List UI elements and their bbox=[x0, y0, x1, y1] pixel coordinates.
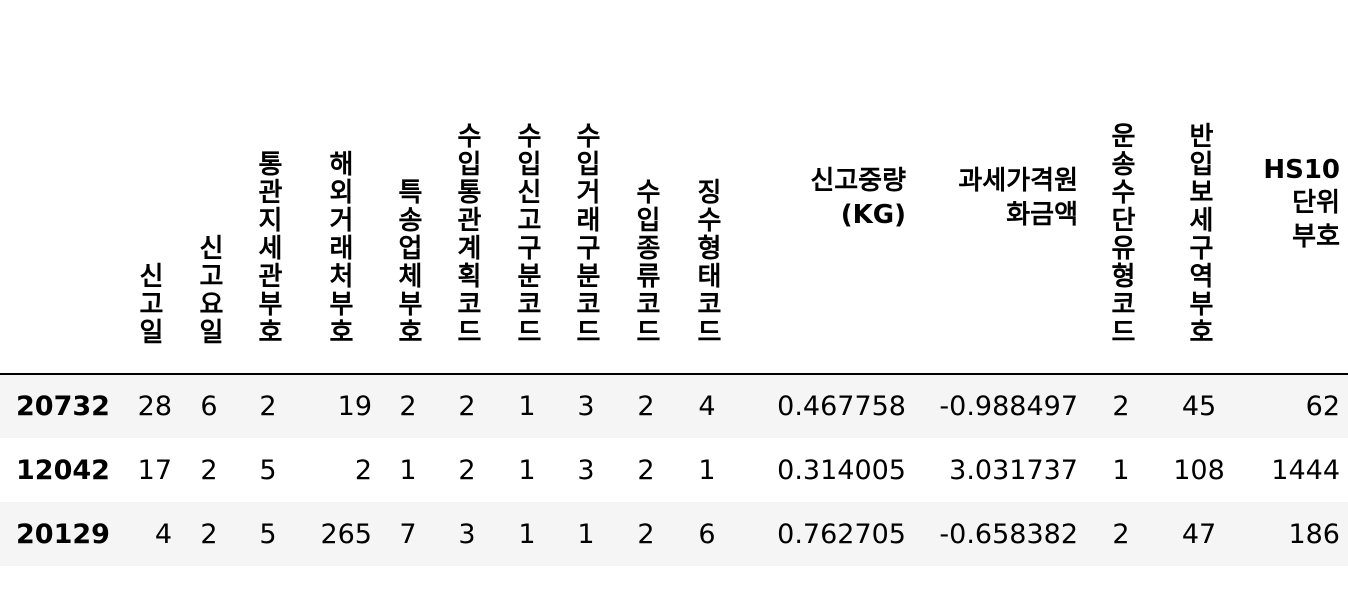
table-cell: 28 bbox=[137, 391, 172, 422]
dataframe-table: 신고일 신고요일 통관지세관부호 해외거래처부호 특송업체부호 수입통관계획코드 bbox=[0, 0, 1348, 566]
table-cell: 5 bbox=[259, 454, 277, 486]
column-header-신고일: 신고일 bbox=[118, 0, 180, 375]
table-cell: 1 bbox=[1112, 454, 1130, 486]
table-cell: 0.314005 bbox=[777, 454, 906, 486]
column-header-수입신고구분코드: 수입신고구분코드 bbox=[498, 0, 556, 375]
table-cell: 1 bbox=[399, 454, 417, 486]
row-index: 20732 bbox=[16, 391, 110, 422]
table-cell: 2 bbox=[637, 391, 655, 422]
column-header-신고요일: 신고요일 bbox=[180, 0, 238, 375]
header-row: 신고일 신고요일 통관지세관부호 해외거래처부호 특송업체부호 수입통관계획코드 bbox=[0, 0, 1348, 375]
table-cell: 62 bbox=[1305, 391, 1340, 422]
table-cell: 47 bbox=[1181, 518, 1217, 550]
column-header-과세가격원화금액: 과세가격원 화금액 bbox=[914, 0, 1086, 375]
column-header-수입종류코드: 수입종류코드 bbox=[616, 0, 676, 375]
column-header-통관지세관부호: 통관지세관부호 bbox=[238, 0, 298, 375]
column-header-특송업체부호: 특송업체부호 bbox=[380, 0, 436, 375]
table-cell: 7 bbox=[399, 518, 417, 550]
table-cell: 1444 bbox=[1271, 454, 1340, 486]
table-cell: 4 bbox=[698, 391, 716, 422]
column-header-징수형태코드: 징수형태코드 bbox=[676, 0, 738, 375]
column-header-해외거래처부호: 해외거래처부호 bbox=[298, 0, 380, 375]
table-cell: 2 bbox=[458, 454, 476, 486]
table-cell: 1 bbox=[698, 454, 716, 486]
table-cell: 3 bbox=[577, 454, 595, 486]
table-cell: 2 bbox=[200, 454, 218, 486]
table-cell: 5 bbox=[259, 518, 277, 550]
table-cell: -0.988497 bbox=[939, 391, 1078, 422]
index-header bbox=[0, 0, 118, 375]
table-row: 20129 4 2 5 265 7 3 1 1 2 6 0.762705 -0.… bbox=[0, 502, 1348, 566]
column-header-운송수단유형코드: 운송수단유형코드 bbox=[1086, 0, 1156, 375]
table-cell: 2 bbox=[259, 391, 277, 422]
column-header-반입보세구역부호: 반입보세구역부호 bbox=[1156, 0, 1242, 375]
table-cell: -0.658382 bbox=[939, 518, 1078, 550]
table-cell: 3 bbox=[577, 391, 595, 422]
table-cell: 6 bbox=[698, 518, 716, 550]
column-header-hs10단위부호: HS10 단위 부호 bbox=[1242, 0, 1348, 375]
table-cell: 2 bbox=[637, 518, 655, 550]
table-cell: 2 bbox=[458, 391, 476, 422]
table-cell: 2 bbox=[637, 454, 655, 486]
table-cell: 6 bbox=[200, 391, 218, 422]
table-cell: 17 bbox=[137, 454, 172, 486]
table-cell: 2 bbox=[1112, 518, 1130, 550]
table-row: 12042 17 2 5 2 1 2 1 3 2 1 0.314005 3.03… bbox=[0, 438, 1348, 502]
row-index: 20129 bbox=[16, 518, 110, 550]
table-cell: 3 bbox=[458, 518, 476, 550]
column-header-수입거래구분코드: 수입거래구분코드 bbox=[556, 0, 616, 375]
row-index: 12042 bbox=[16, 454, 110, 486]
table-cell: 4 bbox=[154, 518, 172, 550]
table-cell: 3.031737 bbox=[949, 454, 1078, 486]
table-cell: 108 bbox=[1173, 454, 1225, 486]
table-cell: 2 bbox=[200, 518, 218, 550]
table-cell: 19 bbox=[337, 391, 372, 422]
table-cell: 0.467758 bbox=[777, 391, 906, 422]
table-cell: 45 bbox=[1181, 391, 1217, 422]
table-cell: 1 bbox=[577, 518, 595, 550]
table-cell: 186 bbox=[1288, 518, 1340, 550]
table-cell: 1 bbox=[518, 391, 536, 422]
table-cell: 265 bbox=[320, 518, 372, 550]
table-row: 20732 28 6 2 19 2 2 1 3 2 4 0.467758 -0.… bbox=[0, 374, 1348, 438]
table-cell: 1 bbox=[518, 518, 536, 550]
table-cell: 2 bbox=[1112, 391, 1130, 422]
table-cell: 2 bbox=[399, 391, 417, 422]
table-cell: 2 bbox=[354, 454, 372, 486]
table-cell: 1 bbox=[518, 454, 536, 486]
column-header-신고중량: 신고중량 (KG) bbox=[738, 0, 914, 375]
column-header-수입통관계획코드: 수입통관계획코드 bbox=[436, 0, 498, 375]
table-cell: 0.762705 bbox=[777, 518, 906, 550]
